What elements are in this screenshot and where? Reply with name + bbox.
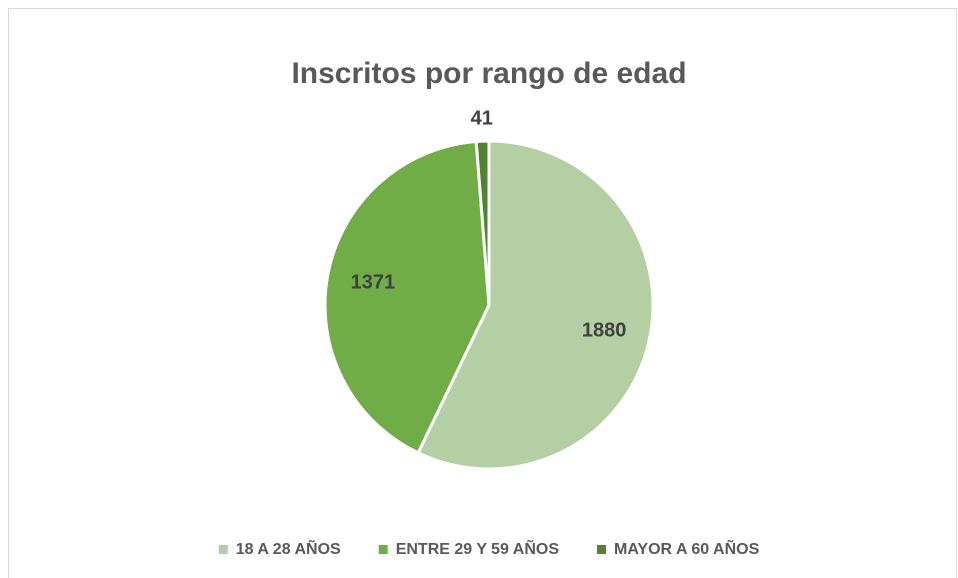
legend-label: ENTRE 29 Y 59 AÑOS [396,538,560,558]
legend-marker [218,545,228,554]
legend-marker [378,545,388,554]
pie-slice [416,139,655,471]
legend-label: 18 A 28 AÑOS [236,538,341,558]
data-label: 1880 [582,319,627,341]
data-label: 41 [471,107,493,129]
pie-slice [323,139,491,455]
data-label: 1371 [351,272,396,294]
chart-title: Inscritos por rango de edad [291,57,686,90]
legend-label: MAYOR A 60 AÑOS [614,538,760,558]
legend-marker [597,545,607,554]
pie-slice [474,139,491,306]
